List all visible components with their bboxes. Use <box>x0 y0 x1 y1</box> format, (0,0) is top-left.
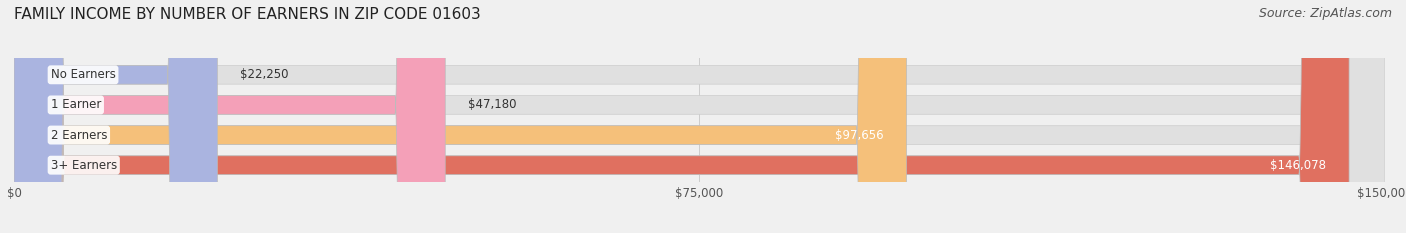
FancyBboxPatch shape <box>14 0 446 233</box>
Text: No Earners: No Earners <box>51 68 115 81</box>
FancyBboxPatch shape <box>14 0 1385 233</box>
FancyBboxPatch shape <box>14 0 1350 233</box>
Text: 1 Earner: 1 Earner <box>51 98 101 111</box>
Text: Source: ZipAtlas.com: Source: ZipAtlas.com <box>1258 7 1392 20</box>
FancyBboxPatch shape <box>14 0 1385 233</box>
Text: $22,250: $22,250 <box>240 68 288 81</box>
Text: $97,656: $97,656 <box>835 129 884 142</box>
Text: $47,180: $47,180 <box>468 98 516 111</box>
FancyBboxPatch shape <box>14 0 1385 233</box>
FancyBboxPatch shape <box>14 0 218 233</box>
Text: 3+ Earners: 3+ Earners <box>51 159 117 172</box>
Text: $146,078: $146,078 <box>1270 159 1326 172</box>
FancyBboxPatch shape <box>14 0 907 233</box>
Text: FAMILY INCOME BY NUMBER OF EARNERS IN ZIP CODE 01603: FAMILY INCOME BY NUMBER OF EARNERS IN ZI… <box>14 7 481 22</box>
Text: 2 Earners: 2 Earners <box>51 129 107 142</box>
FancyBboxPatch shape <box>14 0 1385 233</box>
